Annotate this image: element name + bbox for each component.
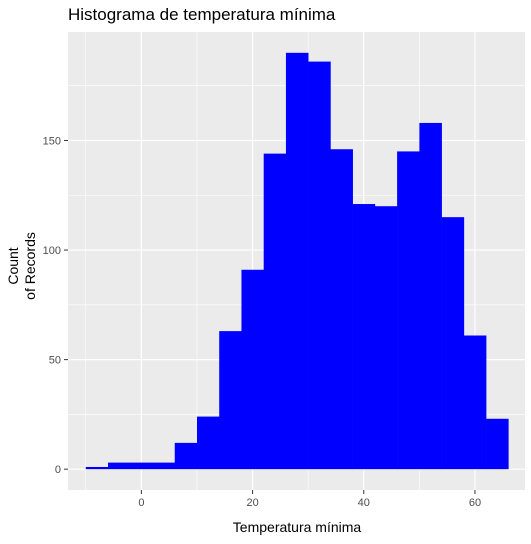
histogram-bar — [308, 61, 331, 470]
histogram-bar — [108, 462, 131, 470]
x-tick-label: 0 — [138, 497, 144, 509]
histogram-bar — [397, 151, 420, 470]
chart-title: Histograma de temperatura mínima — [68, 5, 336, 24]
y-tick-label: 0 — [55, 464, 61, 476]
x-tick-labels: 0 20 40 60 — [138, 497, 481, 509]
x-tick-label: 20 — [246, 497, 258, 509]
axis-ticks — [64, 139, 476, 494]
histogram-bar — [263, 153, 287, 470]
histogram-bar — [441, 217, 465, 470]
histogram-bars — [85, 52, 509, 470]
histogram-bar — [285, 52, 309, 470]
histogram-bar — [419, 122, 442, 470]
y-tick-label: 50 — [49, 355, 61, 367]
histogram-bar — [196, 416, 220, 470]
histogram-bar — [130, 462, 153, 470]
histogram-bar — [174, 442, 198, 470]
y-tick-label: 150 — [43, 135, 61, 147]
y-tick-labels: 0 50 100 150 — [43, 135, 61, 476]
histogram-bar — [330, 149, 353, 470]
y-axis-label: Count of Records — [5, 232, 38, 300]
x-tick-label: 40 — [358, 497, 370, 509]
histogram-bar — [463, 335, 487, 470]
histogram-bar — [241, 269, 264, 470]
y-tick-label: 100 — [43, 245, 61, 257]
histogram-bar — [352, 204, 376, 470]
histogram-bar — [219, 331, 242, 470]
histogram-bar — [486, 418, 509, 470]
x-axis-label: Temperatura mínima — [233, 519, 362, 535]
histogram-bar — [85, 466, 109, 470]
y-axis-label-line-1: Count — [5, 247, 21, 284]
histogram-bar — [374, 206, 398, 470]
x-tick-label: 60 — [469, 497, 481, 509]
histogram-bar — [152, 462, 176, 470]
y-axis-label-line-2: of Records — [22, 232, 38, 300]
